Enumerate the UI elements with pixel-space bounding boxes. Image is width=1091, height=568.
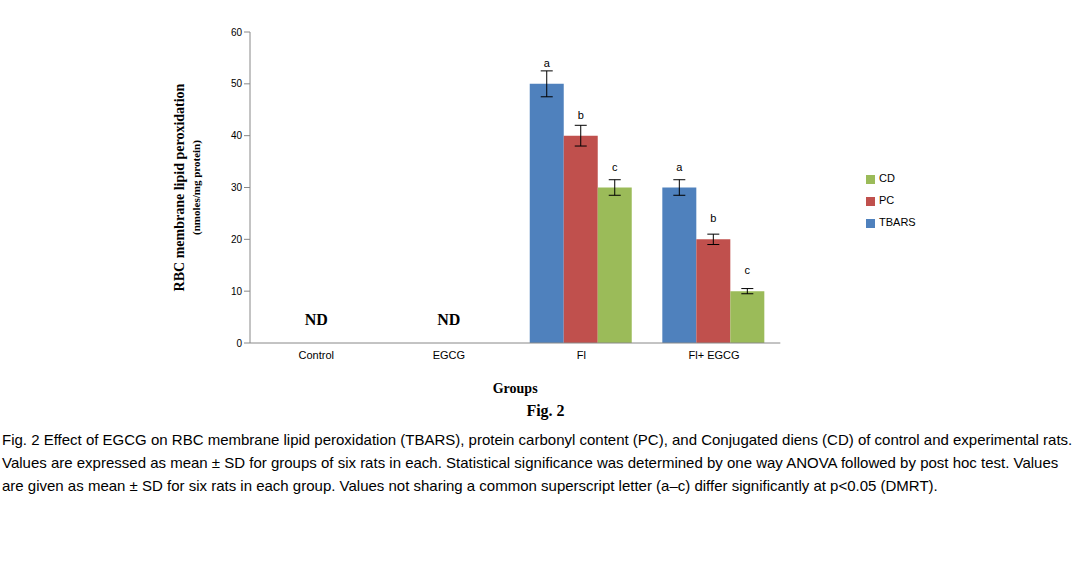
svg-text:EGCG: EGCG [433,349,465,361]
svg-text:Fl: Fl [577,349,586,361]
svg-text:RBC membrane lipid peroxidatio: RBC membrane lipid peroxidation [172,83,187,291]
svg-text:ND: ND [305,311,328,328]
svg-text:a: a [676,161,683,173]
svg-text:20: 20 [231,234,243,245]
svg-text:c: c [745,264,751,276]
svg-text:a: a [544,57,551,69]
html-text:CD: CD [879,172,895,184]
svg-text:30: 30 [231,182,243,193]
svg-text:Fl+ EGCG: Fl+ EGCG [689,349,740,361]
html-text:Fig. 2: Fig. 2 [526,402,565,419]
svg-text:(nmoles/mg protein): (nmoles/mg protein) [190,140,203,235]
svg-text:0: 0 [236,338,242,349]
svg-text:10: 10 [231,286,243,297]
svg-text:50: 50 [231,78,243,89]
svg-text:c: c [612,161,618,173]
svg-text:b: b [578,109,584,121]
svg-text:Control: Control [299,349,334,361]
html-text:Fig. 2 Effect of EGCG on RBC m: Fig. 2 Effect of EGCG on RBC membrane li… [2,431,1073,494]
svg-text:Groups: Groups [493,381,538,396]
svg-text:b: b [710,212,716,224]
html-text:TBARS: TBARS [879,216,916,228]
html-text:PC: PC [879,194,895,206]
svg-text:60: 60 [231,27,243,38]
svg-text:40: 40 [231,130,243,141]
svg-text:ND: ND [437,311,460,328]
